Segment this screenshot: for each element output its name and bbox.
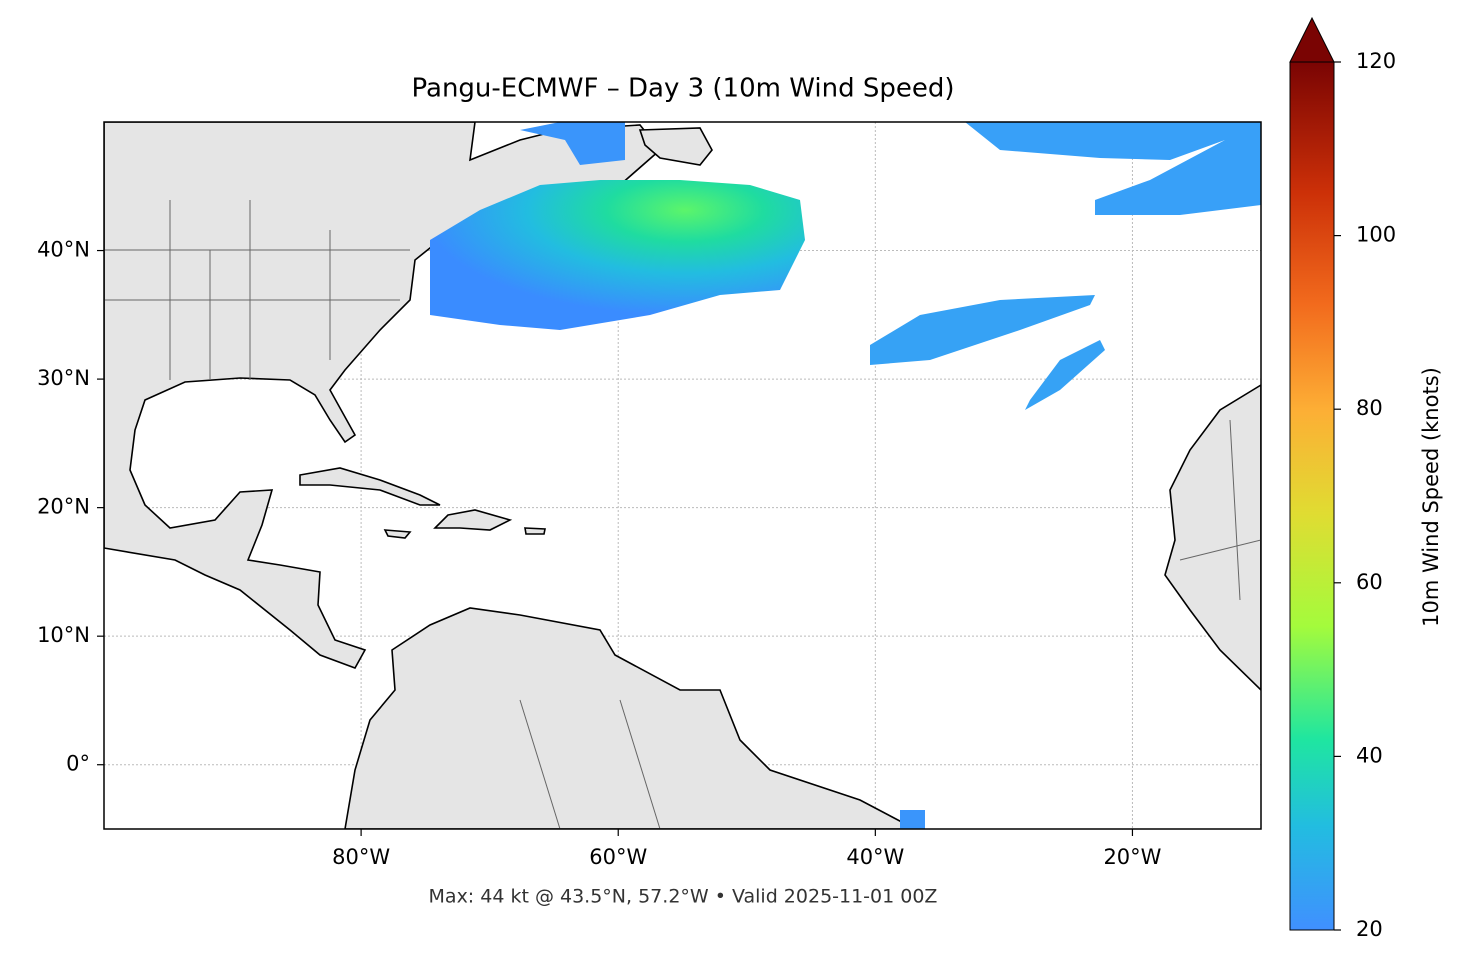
x-tick-label: 60°W xyxy=(589,845,647,869)
south-america xyxy=(344,607,916,829)
x-tick-label: 40°W xyxy=(846,845,904,869)
y-tick-label: 10°N xyxy=(37,623,90,647)
wind-field xyxy=(520,122,625,165)
cuba xyxy=(299,467,441,506)
colorbar-tick-label: 100 xyxy=(1356,223,1396,247)
puerto-rico xyxy=(524,527,546,535)
africa xyxy=(1164,384,1261,692)
colorbar-tick-label: 80 xyxy=(1356,396,1383,420)
map-title: Pangu-ECMWF – Day 3 (10m Wind Speed) xyxy=(412,74,955,104)
colorbar-tick-label: 20 xyxy=(1356,917,1383,941)
jamaica xyxy=(383,529,412,539)
wind-field xyxy=(965,122,1261,215)
map-area xyxy=(104,122,1261,829)
footer: Max: 44 kt @ 43.5°N, 57.2°W • Valid 2025… xyxy=(429,886,938,908)
wind-field xyxy=(870,295,1095,365)
y-tick-label: 40°N xyxy=(37,238,90,262)
wind-field xyxy=(1025,340,1105,410)
colorbar-tick-label: 40 xyxy=(1356,743,1383,767)
y-tick-label: 0° xyxy=(66,752,90,776)
hispaniola xyxy=(433,509,513,531)
borders xyxy=(104,200,1261,829)
x-tick-label: 20°W xyxy=(1103,845,1161,869)
colorbar-tick-label: 120 xyxy=(1356,49,1396,73)
newfoundland xyxy=(638,127,713,166)
y-tick-label: 20°N xyxy=(37,495,90,519)
colorbar-extend xyxy=(1289,16,1335,63)
colorbar-tick-label: 60 xyxy=(1356,570,1383,594)
y-tick-label: 30°N xyxy=(37,366,90,390)
map-frame xyxy=(103,121,1262,830)
colorbar xyxy=(1289,61,1335,931)
x-tick-label: 80°W xyxy=(332,845,390,869)
wind-field xyxy=(430,180,805,330)
colorbar-label: 10m Wind Speed (knots) xyxy=(1419,367,1443,627)
wind-field xyxy=(900,810,925,829)
